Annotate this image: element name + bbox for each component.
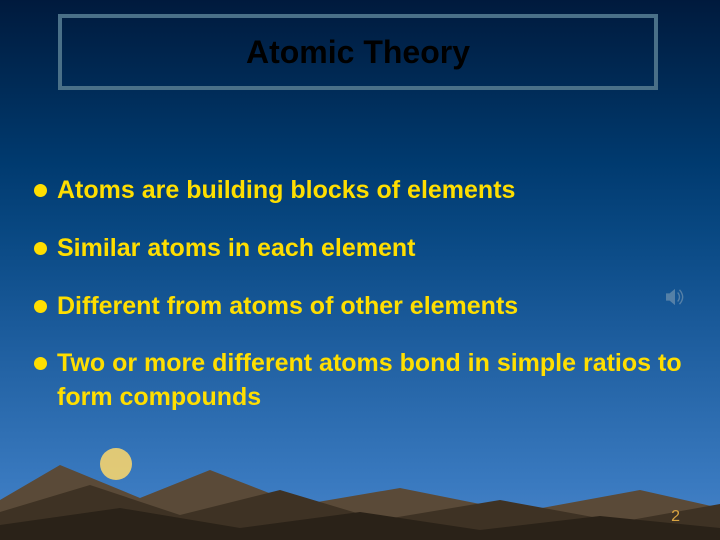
- slide-title: Atomic Theory: [246, 34, 470, 71]
- bullet-icon: [34, 300, 47, 313]
- title-box: Atomic Theory: [58, 14, 658, 90]
- terrain-graphic: [0, 430, 720, 540]
- bullet-text: Two or more different atoms bond in simp…: [57, 347, 686, 415]
- sound-icon: [664, 288, 686, 306]
- bullet-icon: [34, 242, 47, 255]
- list-item: Atoms are building blocks of elements: [34, 174, 686, 208]
- slide: Atomic Theory Atoms are building blocks …: [0, 0, 720, 540]
- list-item: Similar atoms in each element: [34, 232, 686, 266]
- list-item: Two or more different atoms bond in simp…: [34, 347, 686, 415]
- bullet-icon: [34, 184, 47, 197]
- slide-number: 2: [671, 508, 680, 526]
- bullet-icon: [34, 357, 47, 370]
- bullet-text: Similar atoms in each element: [57, 232, 415, 266]
- bullet-text: Different from atoms of other elements: [57, 290, 518, 324]
- list-item: Different from atoms of other elements: [34, 290, 686, 324]
- bullet-text: Atoms are building blocks of elements: [57, 174, 515, 208]
- bullet-list: Atoms are building blocks of elements Si…: [34, 174, 686, 439]
